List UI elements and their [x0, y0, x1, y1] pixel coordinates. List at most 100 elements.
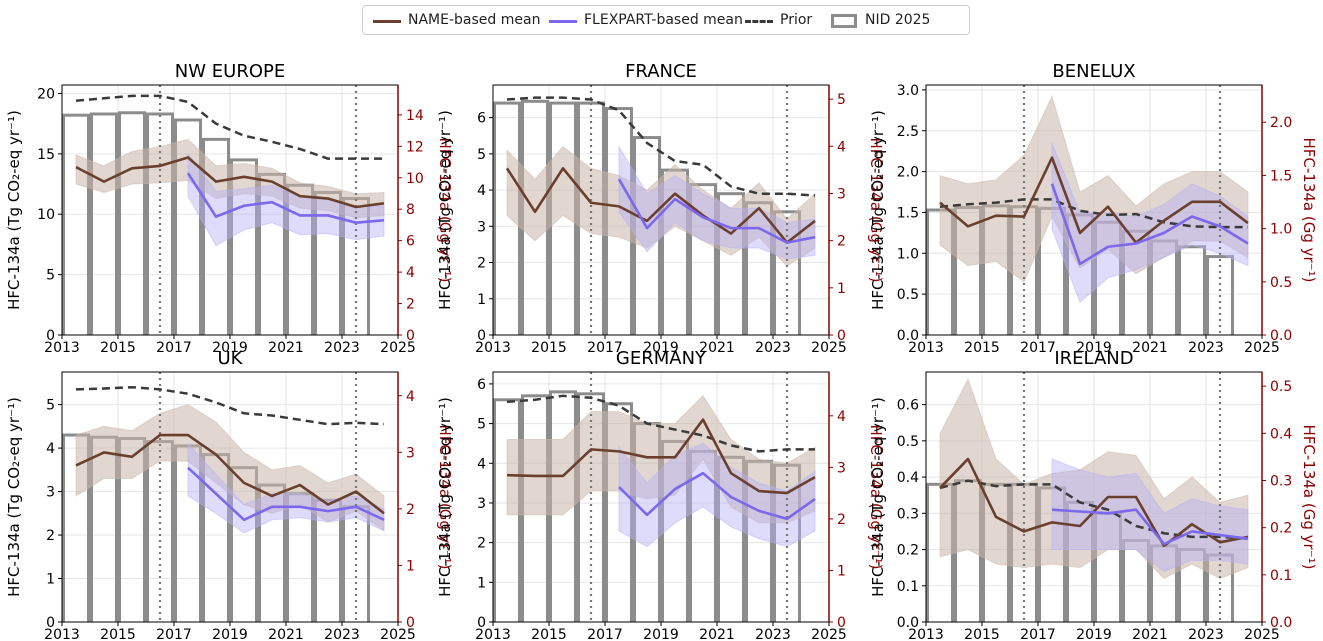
y-tick-label: 2	[477, 536, 486, 552]
x-tick-label: 2017	[1020, 627, 1056, 641]
right-axis-label: HFC-134a (Gg yr⁻¹)	[1300, 138, 1318, 283]
name-mean-line	[506, 418, 816, 495]
prior-line	[939, 198, 1248, 229]
y-tick-label: 5	[477, 147, 486, 163]
right-y-tick-label: 0.5	[1270, 275, 1292, 291]
right-y-tick-label: 0.2	[1270, 521, 1292, 537]
right-y-tick-label: 0.4	[1270, 426, 1292, 442]
x-tick-label: 2019	[212, 340, 248, 356]
y-tick-label: 6	[477, 377, 486, 393]
right-y-tick-label: 0	[837, 328, 846, 344]
x-tick-label: 2019	[643, 627, 679, 641]
x-tick-label: 2025	[1244, 627, 1280, 641]
right-y-tick-label: 1	[406, 558, 415, 574]
y-tick-label: 4	[46, 441, 55, 457]
panel-germany: 0 1 2 3 4 5 6 0 1 2 3 4 2013 2015 2017 2019 2021 2023 2025…	[436, 348, 885, 641]
right-axis-label: HFC-134a (Gg yr⁻¹)	[436, 138, 454, 283]
right-y-tick-label: 2	[406, 297, 415, 313]
y-tick-label: 2.5	[897, 124, 919, 140]
x-tick-label: 2023	[755, 340, 791, 356]
legend-prior-label: Prior	[780, 12, 813, 28]
y-tick-label: 3	[477, 496, 486, 512]
flexpart-mean-line	[618, 471, 816, 521]
prior-line	[506, 96, 816, 197]
flexpart-uncertainty-band	[618, 442, 816, 548]
nid-bar	[1178, 245, 1206, 335]
panel-ireland: 0.0 0.1 0.2 0.3 0.4 0.5 0.6 0.0 0.1 0.2 0.3 0.4 0.5 2…	[869, 348, 1318, 641]
x-tick-label: 2015	[964, 627, 1000, 641]
legend: NAME-based mean FLEXPART-based mean Prio…	[362, 5, 970, 35]
plot-area	[62, 372, 385, 622]
right-y-tick-label: 3	[406, 445, 415, 461]
y-tick-label: 0.5	[897, 287, 919, 303]
left-axis-label: HFC-134a (Tg CO₂-eq yr⁻¹)	[436, 397, 454, 597]
y-tick-label: 5	[477, 417, 486, 433]
nid-bar	[342, 505, 370, 622]
x-tick-label: 2021	[268, 340, 304, 356]
panel-uk: 0 1 2 3 4 5 0 1 2 3 4 2013 2015 2017 2019 2021 2023 2025 U…	[5, 348, 454, 641]
y-tick-label: 0.1	[897, 579, 919, 595]
x-tick-label: 2013	[44, 340, 80, 356]
legend-name-swatch	[373, 20, 401, 23]
right-y-tick-label: 1	[837, 563, 846, 579]
y-tick-label: 10	[37, 207, 55, 223]
x-tick-label: 2013	[475, 627, 511, 641]
y-tick-label: 3	[477, 219, 486, 235]
right-y-tick-label: 2	[837, 234, 846, 250]
y-tick-label: 0.0	[897, 615, 919, 631]
left-axis-label: HFC-134a (Tg CO₂-eq yr⁻¹)	[5, 397, 23, 597]
y-tick-label: 0	[477, 615, 486, 631]
legend-prior-swatch	[745, 20, 773, 23]
x-tick-label: 2019	[212, 627, 248, 641]
y-tick-label: 6	[477, 111, 486, 127]
flexpart-mean-line	[1051, 508, 1249, 546]
nid-bar	[689, 183, 717, 335]
x-tick-label: 2019	[1076, 340, 1112, 356]
panel-title: BENELUX	[1052, 61, 1135, 82]
y-tick-label: 15	[37, 147, 55, 163]
flexpart-mean-line	[1050, 183, 1249, 266]
y-tick-label: 5	[46, 398, 55, 414]
name-mean-line	[505, 167, 816, 244]
flexpart-mean-line	[187, 466, 385, 522]
right-axis-label: HFC-134a (Gg yr⁻¹)	[436, 425, 454, 570]
name-mean-line	[75, 156, 385, 209]
right-y-tick-label: 4	[406, 389, 415, 405]
right-y-tick-label: 4	[406, 265, 415, 281]
flexpart-uncertainty-band	[1051, 458, 1249, 572]
panel-france: 0 1 2 3 4 5 6 0 1 2 3 4 5 2013 2015 2017 2019 2021 2023 202…	[436, 61, 885, 356]
plot-area	[62, 85, 385, 335]
nid-bar	[146, 112, 174, 335]
x-tick-label: 2025	[380, 627, 416, 641]
legend-name-label: NAME-based mean	[408, 12, 541, 28]
y-tick-label: 1	[46, 572, 55, 588]
x-tick-label: 2017	[156, 340, 192, 356]
x-tick-label: 2021	[699, 627, 735, 641]
x-tick-label: 2019	[643, 340, 679, 356]
panel-title: UK	[218, 348, 244, 369]
y-tick-label: 2	[46, 528, 55, 544]
x-tick-label: 2017	[587, 340, 623, 356]
legend-nid-label: NID 2025	[865, 12, 931, 28]
x-tick-label: 2013	[908, 627, 944, 641]
right-axis-label: HFC-134a (Gg yr⁻¹)	[867, 425, 885, 570]
y-tick-label: 0	[46, 328, 55, 344]
right-y-tick-label: 14	[406, 108, 424, 124]
x-tick-label: 2025	[811, 627, 847, 641]
y-tick-label: 0.6	[897, 398, 919, 414]
right-y-tick-label: 8	[406, 202, 415, 218]
y-tick-label: 5	[46, 268, 55, 284]
name-mean-line	[75, 433, 385, 515]
prior-line	[939, 479, 1249, 540]
right-y-tick-label: 12	[406, 139, 424, 155]
right-y-tick-label: 2	[406, 502, 415, 518]
x-tick-label: 2021	[1132, 340, 1168, 356]
x-tick-label: 2025	[1244, 340, 1280, 356]
y-tick-label: 0.0	[897, 328, 919, 344]
y-tick-label: 1	[477, 292, 486, 308]
x-tick-label: 2013	[908, 340, 944, 356]
nid-bar	[717, 192, 745, 335]
legend-flex-label: FLEXPART-based mean	[584, 12, 743, 28]
right-y-tick-label: 6	[406, 234, 415, 250]
